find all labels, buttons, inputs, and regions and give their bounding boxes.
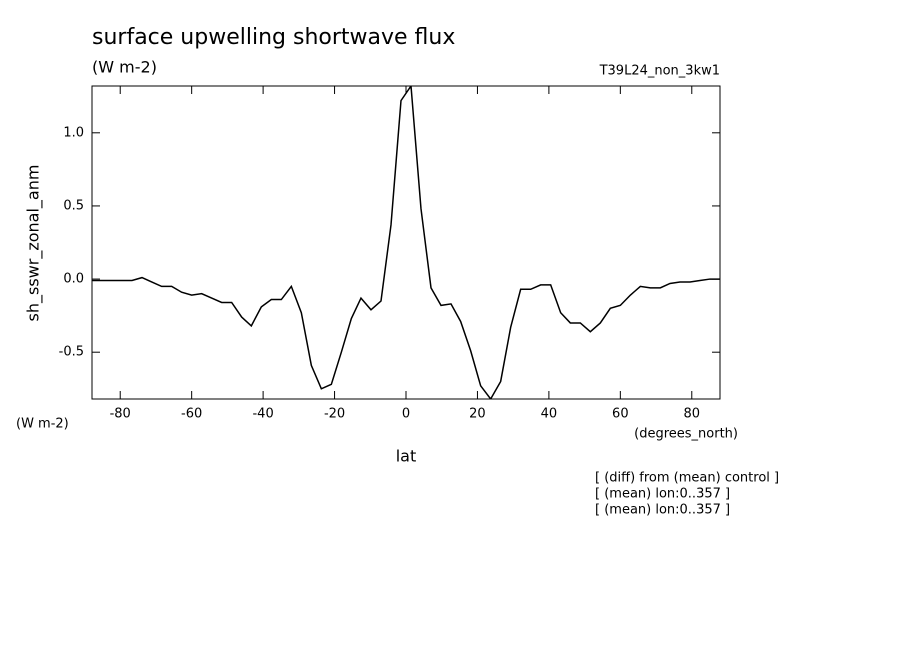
x-tick-label: 20 [469, 407, 486, 422]
x-tick-label: 0 [402, 407, 410, 422]
y-tick-label: 1.0 [63, 125, 84, 140]
y-tick-label: 0.5 [63, 198, 84, 213]
run-label: T39L24_non_3kw1 [599, 64, 720, 79]
x-units: (degrees_north) [634, 427, 738, 442]
x-tick-label: 80 [684, 407, 701, 422]
x-tick-label: -40 [252, 407, 273, 422]
note: [ (diff) from (mean) control ] [595, 471, 779, 486]
chart-subtitle: (W m-2) [92, 58, 157, 77]
x-tick-label: 40 [541, 407, 558, 422]
note: [ (mean) lon:0..357 ] [595, 503, 730, 518]
y-units: (W m-2) [16, 417, 69, 432]
plot-frame [91, 85, 721, 400]
y-axis-label: sh_sswr_zonal_anm [24, 165, 44, 322]
note: [ (mean) lon:0..357 ] [595, 487, 730, 502]
y-tick-label: -0.5 [59, 345, 84, 360]
x-tick-label: -60 [181, 407, 202, 422]
x-axis-label: lat [396, 447, 417, 466]
data-line [92, 86, 720, 399]
y-tick-label: 0.0 [63, 272, 84, 287]
chart-title: surface upwelling shortwave flux [92, 25, 455, 50]
x-tick-label: 60 [612, 407, 629, 422]
x-tick-label: -20 [324, 407, 345, 422]
x-tick-label: -80 [110, 407, 131, 422]
